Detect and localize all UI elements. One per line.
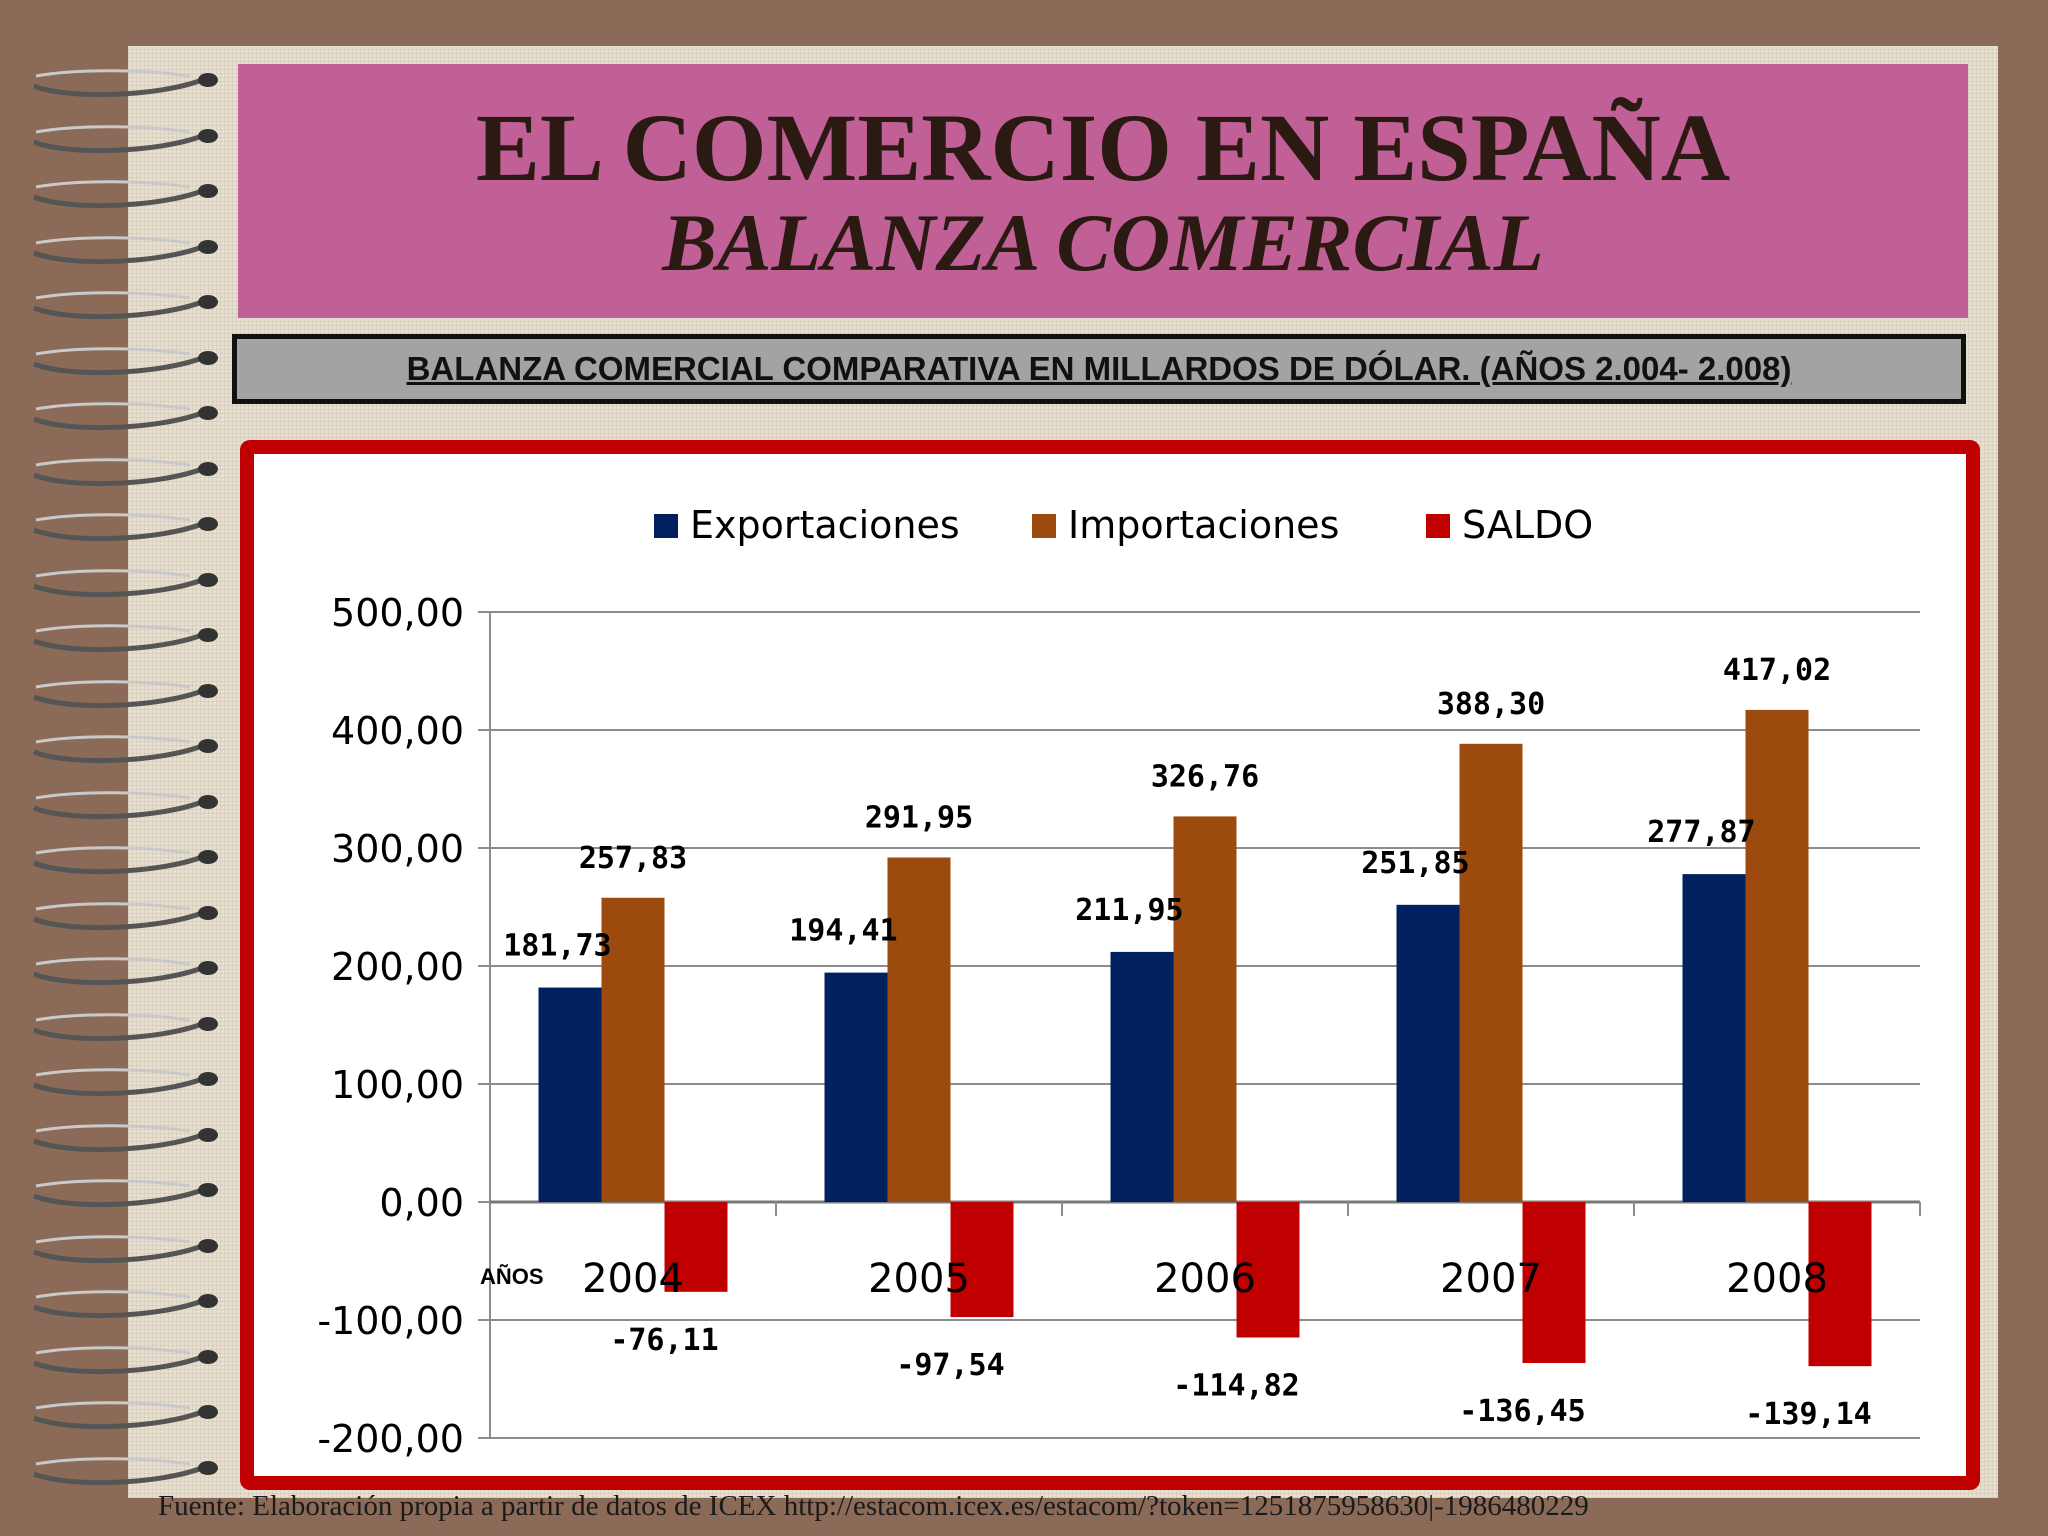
legend-swatch <box>1032 514 1056 538</box>
bar-chart: 500,00 400,00 300,00 200,00 100,00 0,00 -100,0… <box>317 503 1921 1461</box>
data-label: 326,76 <box>1151 759 1259 794</box>
legend-label: Importaciones <box>1068 503 1339 547</box>
source-footer: Fuente: Elaboración propia a partir de d… <box>158 1490 1589 1522</box>
spiral-ring <box>33 846 218 875</box>
x-axis-label: AÑOS <box>480 1264 544 1289</box>
y-tick-label: -200,00 <box>317 1417 464 1461</box>
data-label: -139,14 <box>1745 1397 1871 1432</box>
spiral-ring <box>33 901 218 930</box>
bar-importaciones <box>1745 709 1809 1202</box>
spiral-ring <box>33 1234 218 1263</box>
spiral-ring <box>33 180 218 209</box>
y-tick-label: 500,00 <box>331 591 464 635</box>
bar-saldo <box>950 1202 1014 1318</box>
spiral-ring <box>33 402 218 431</box>
bar-exportaciones <box>1682 874 1746 1202</box>
spiral-ring <box>33 124 218 153</box>
spiral-ring <box>33 735 218 764</box>
y-tick-label: 100,00 <box>331 1063 464 1107</box>
bar-importaciones <box>887 857 951 1202</box>
chart-heading: BALANZA COMERCIAL COMPARATIVA EN MILLARD… <box>406 350 1792 387</box>
bar-exportaciones <box>538 987 602 1202</box>
spiral-ring <box>33 1456 218 1485</box>
data-label: -136,45 <box>1459 1394 1585 1429</box>
data-label: 388,30 <box>1437 687 1545 722</box>
bar-importaciones <box>601 897 665 1202</box>
y-tick-label: -100,00 <box>317 1299 464 1343</box>
spiral-ring <box>33 624 218 653</box>
x-tick-label: 2005 <box>868 1256 970 1302</box>
data-label: 417,02 <box>1723 653 1831 688</box>
y-tick-label: 0,00 <box>379 1181 464 1225</box>
spiral-ring <box>33 1401 218 1430</box>
data-label: 257,83 <box>579 841 687 876</box>
legend-label: Exportaciones <box>690 503 960 547</box>
spiral-ring <box>33 957 218 986</box>
data-label: 277,87 <box>1647 815 1755 850</box>
bar-saldo <box>1808 1202 1872 1367</box>
spiral-ring <box>33 235 218 264</box>
bar-importaciones <box>1459 743 1523 1202</box>
data-label: -76,11 <box>610 1323 718 1358</box>
spiral-ring <box>33 69 218 98</box>
spiral-ring <box>33 1345 218 1374</box>
y-tick-label: 200,00 <box>331 945 464 989</box>
spiral-ring <box>33 1068 218 1097</box>
bar-importaciones <box>1173 816 1237 1202</box>
bar-saldo <box>664 1202 728 1292</box>
bar-exportaciones <box>1110 951 1174 1202</box>
y-tick-label: 400,00 <box>331 709 464 753</box>
data-label: 211,95 <box>1075 893 1183 928</box>
legend-swatch <box>1426 514 1450 538</box>
spiral-ring <box>33 568 218 597</box>
data-label: 251,85 <box>1361 846 1469 881</box>
spiral-ring <box>33 513 218 542</box>
slide-title: EL COMERCIO EN ESPAÑA <box>475 94 1731 201</box>
y-tick-label: 300,00 <box>331 827 464 871</box>
bar-exportaciones <box>1396 904 1460 1202</box>
x-tick-label: 2004 <box>582 1256 684 1302</box>
bar-saldo <box>1236 1202 1300 1338</box>
legend-swatch <box>654 514 678 538</box>
spiral-ring <box>33 291 218 320</box>
chart-frame: 500,00 400,00 300,00 200,00 100,00 0,00 -100,0… <box>240 440 1980 1490</box>
spiral-ring <box>33 1290 218 1319</box>
bar-exportaciones <box>824 972 888 1202</box>
bar-saldo <box>1522 1202 1586 1364</box>
x-tick-label: 2006 <box>1154 1256 1256 1302</box>
spiral-ring <box>33 679 218 708</box>
spiral-ring <box>33 1012 218 1041</box>
spiral-ring <box>33 457 218 486</box>
legend-label: SALDO <box>1462 503 1593 547</box>
data-label: -97,54 <box>896 1348 1004 1383</box>
title-banner: EL COMERCIO EN ESPAÑA BALANZA COMERCIAL <box>238 64 1968 318</box>
data-label: 291,95 <box>865 800 973 835</box>
chart-heading-box: BALANZA COMERCIAL COMPARATIVA EN MILLARD… <box>232 334 1966 404</box>
x-tick-label: 2008 <box>1726 1256 1828 1302</box>
slide-subtitle: BALANZA COMERCIAL <box>662 197 1544 288</box>
spiral-ring <box>33 346 218 375</box>
spiral-ring <box>33 1179 218 1208</box>
data-label: 181,73 <box>503 929 611 964</box>
spiral-ring <box>33 1123 218 1152</box>
data-label: 194,41 <box>789 914 897 949</box>
spiral-ring <box>33 790 218 819</box>
x-tick-label: 2007 <box>1440 1256 1542 1302</box>
data-label: -114,82 <box>1173 1368 1299 1403</box>
